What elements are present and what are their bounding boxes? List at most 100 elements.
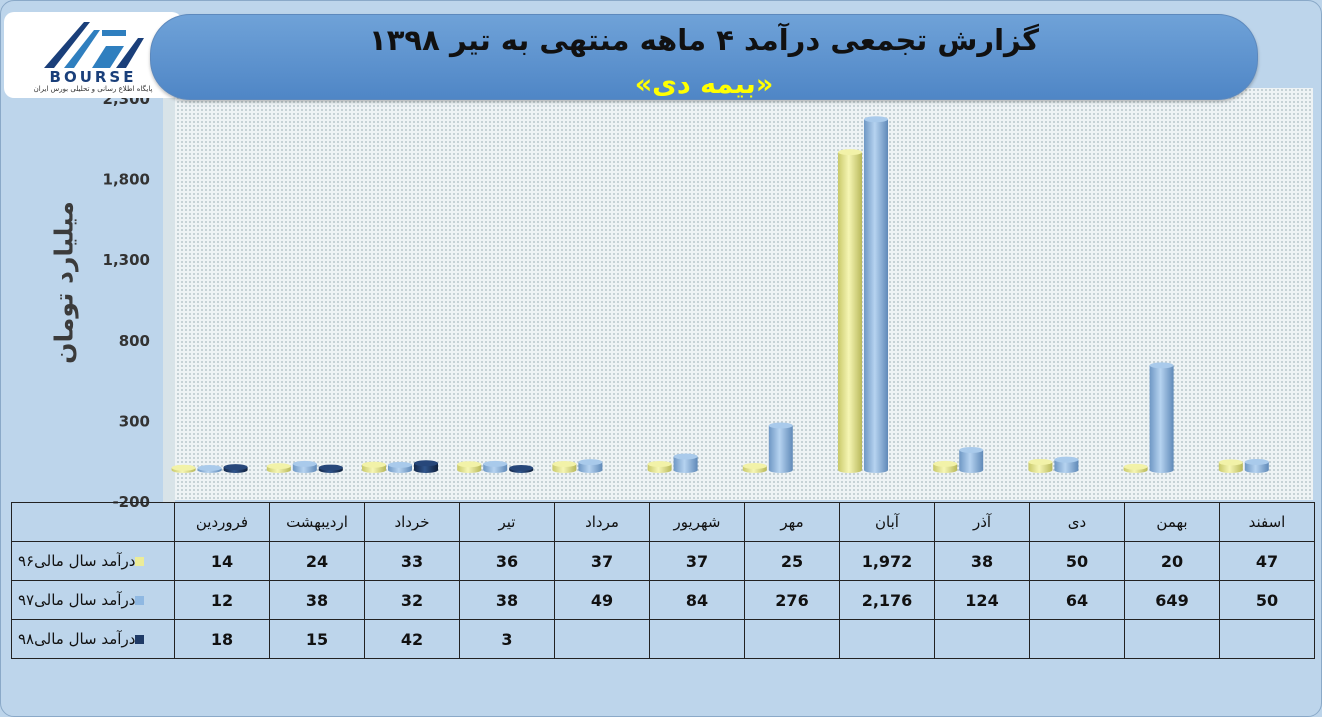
bar — [414, 460, 438, 473]
data-label — [1219, 619, 1315, 659]
y-axis-label-box: میلیارد تومان — [34, 198, 94, 378]
data-label: 50 — [1219, 580, 1315, 620]
category-label: اسفند — [1219, 502, 1315, 542]
data-label: 24 — [269, 541, 365, 581]
data-label — [1029, 619, 1125, 659]
bar — [838, 149, 862, 473]
bar — [552, 461, 577, 473]
data-label: 37 — [554, 541, 650, 581]
bar — [509, 465, 534, 473]
data-table: فروردین اردیبهشت خرداد تیر مرداد شهریور مهر آبا… — [11, 502, 1315, 659]
category-label: آذر — [934, 502, 1030, 542]
table-row: درآمد سال مالی۹۷ 12 38 32 38 49 84 276 2,176 124 6… — [11, 580, 1315, 620]
bar — [647, 461, 672, 473]
series-name: درآمد سال مالی۹۸ — [18, 630, 136, 648]
data-label: 124 — [934, 580, 1030, 620]
category-label: اردیبهشت — [269, 502, 365, 542]
data-label: 15 — [269, 619, 365, 659]
data-label — [1124, 619, 1220, 659]
chart-subtitle: «بیمه دی» — [634, 69, 774, 100]
bar — [1028, 458, 1053, 473]
bar — [864, 116, 888, 473]
legend-swatch — [135, 557, 145, 566]
category-label: مرداد — [554, 502, 650, 542]
data-label: 36 — [459, 541, 555, 581]
data-label: 32 — [364, 580, 460, 620]
legend-swatch — [135, 596, 145, 605]
data-label — [839, 619, 935, 659]
y-axis-label: میلیارد تومان — [49, 201, 79, 364]
title-banner: گزارش تجمعی درآمد ۴ ماهه منتهی به تیر ۱۳… — [150, 14, 1258, 100]
data-label: 14 — [174, 541, 270, 581]
data-label: 38 — [934, 541, 1030, 581]
data-label: 47 — [1219, 541, 1315, 581]
table-row: درآمد سال مالی۹۸ 18 15 42 3 — [11, 619, 1315, 659]
bar — [457, 461, 482, 473]
logo-subtext: پایگاه اطلاع رسانی و تحلیلی بورس ایران — [33, 85, 153, 93]
data-label: 49 — [554, 580, 650, 620]
data-label: 37 — [649, 541, 745, 581]
data-label — [744, 619, 840, 659]
category-label: شهریور — [649, 502, 745, 542]
series-legend: درآمد سال مالی۹۷ — [11, 580, 175, 620]
bar — [292, 460, 317, 473]
data-label: 276 — [744, 580, 840, 620]
bar — [1149, 362, 1174, 473]
data-label: 84 — [649, 580, 745, 620]
y-tick-label: 300 — [119, 412, 150, 430]
chart-title: گزارش تجمعی درآمد ۴ ماهه منتهی به تیر ۱۳… — [369, 23, 1039, 57]
category-label: فروردین — [174, 502, 270, 542]
bar — [1244, 458, 1269, 473]
category-label: بهمن — [1124, 502, 1220, 542]
legend-swatch — [135, 635, 145, 644]
logo-icon — [44, 22, 144, 68]
data-label: 649 — [1124, 580, 1220, 620]
bar — [768, 422, 793, 473]
bar — [318, 464, 343, 473]
y-tick-label: 800 — [119, 332, 150, 350]
data-label: 42 — [364, 619, 460, 659]
category-label: آبان — [839, 502, 935, 542]
category-label: دی — [1029, 502, 1125, 542]
bar — [1054, 456, 1079, 473]
data-label: 38 — [269, 580, 365, 620]
y-tick-label: 1,300 — [103, 251, 150, 269]
table-row: درآمد سال مالی۹۶ 14 24 33 36 37 37 25 1,972 38 50 2… — [11, 541, 1315, 581]
category-label: مهر — [744, 502, 840, 542]
bar — [959, 447, 984, 473]
data-label: 20 — [1124, 541, 1220, 581]
table-corner — [11, 502, 175, 542]
category-label: خرداد — [364, 502, 460, 542]
series-name: درآمد سال مالی۹۷ — [18, 591, 136, 609]
y-tick-label: 1,800 — [103, 171, 150, 189]
bar — [223, 464, 248, 473]
bar — [933, 460, 958, 473]
bar — [171, 464, 196, 473]
data-label: 33 — [364, 541, 460, 581]
data-label: 18 — [174, 619, 270, 659]
data-label: 64 — [1029, 580, 1125, 620]
bar — [1123, 463, 1148, 473]
data-label: 50 — [1029, 541, 1125, 581]
series-legend: درآمد سال مالی۹۶ — [11, 541, 175, 581]
bar — [578, 459, 603, 473]
data-label — [554, 619, 650, 659]
data-label: 1,972 — [839, 541, 935, 581]
data-label — [649, 619, 745, 659]
category-label: تیر — [459, 502, 555, 542]
bar — [362, 461, 386, 473]
data-label: 2,176 — [839, 580, 935, 620]
bar — [1218, 459, 1243, 473]
data-label: 25 — [744, 541, 840, 581]
bar — [266, 463, 291, 473]
bar — [388, 461, 412, 473]
bar — [742, 462, 767, 473]
data-label — [934, 619, 1030, 659]
plot-area — [172, 88, 1313, 500]
data-label: 12 — [174, 580, 270, 620]
plot-side-wall — [163, 98, 175, 502]
data-label: 38 — [459, 580, 555, 620]
bars-group — [171, 116, 1269, 473]
